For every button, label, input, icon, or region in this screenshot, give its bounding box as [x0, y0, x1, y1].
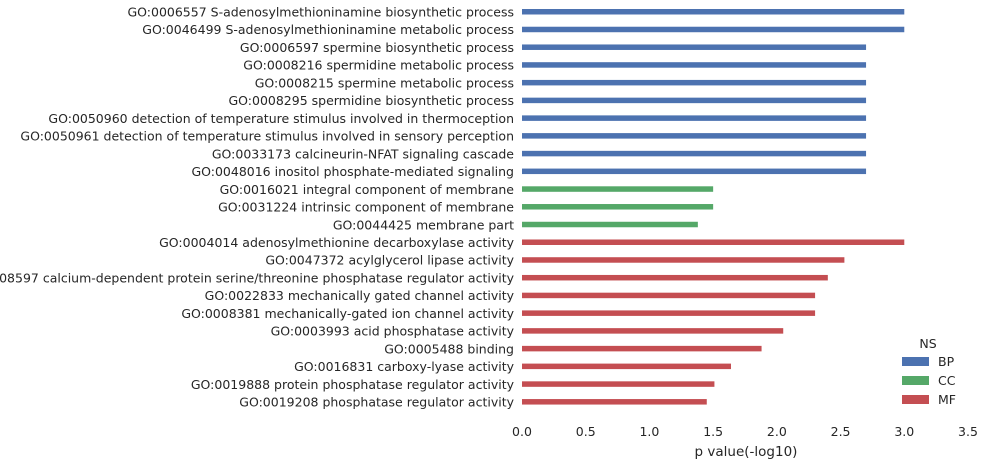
category-label: GO:0008215 spermine metabolic process — [255, 75, 514, 90]
bar-mf — [522, 345, 762, 352]
bar-cc — [522, 186, 714, 192]
legend-label-bp: BP — [938, 354, 955, 369]
x-tick-label: 2.5 — [831, 424, 851, 439]
category-labels: GO:0006557 S-adenosylmethioninamine bios… — [0, 5, 515, 410]
x-tick-label: 2.0 — [767, 424, 787, 439]
category-label: GO:0031224 intrinsic component of membra… — [218, 200, 514, 215]
bar-mf — [522, 239, 905, 245]
x-axis-title: p value(-log10) — [695, 444, 798, 460]
legend-label-mf: MF — [938, 392, 956, 407]
x-tick-label: 3.5 — [958, 424, 978, 439]
x-tick-label: 0.5 — [576, 424, 596, 439]
legend-title: NS — [919, 336, 936, 351]
x-tick-label: 1.0 — [639, 424, 659, 439]
x-tick-label: 1.5 — [703, 424, 723, 439]
legend: NS BP CC MF — [902, 336, 956, 407]
category-label: GO:0044425 membrane part — [333, 217, 514, 232]
bar-bp — [522, 26, 905, 33]
category-label: GO:0050961 detection of temperature stim… — [20, 129, 514, 144]
bar-bp — [522, 79, 867, 86]
legend-label-cc: CC — [938, 373, 956, 388]
category-label: GO:0046499 S-adenosylmethioninamine meta… — [142, 22, 514, 37]
x-tick-label: 3.0 — [894, 424, 914, 439]
bars-layer — [522, 9, 905, 405]
bar-bp — [522, 44, 867, 50]
category-label: GO:0006597 spermine biosynthetic process — [240, 40, 514, 55]
bar-bp — [522, 97, 867, 104]
category-label: GO:0050960 detection of temperature stim… — [48, 111, 514, 126]
category-label: GO:0008216 spermidine metabolic process — [243, 58, 514, 73]
legend-swatch-bp — [902, 357, 929, 366]
legend-items: BP CC MF — [902, 354, 956, 407]
category-label: GO:0019888 protein phosphatase regulator… — [191, 377, 515, 392]
legend-swatch-mf — [902, 395, 929, 404]
bar-bp — [522, 62, 867, 68]
bar-mf — [522, 363, 731, 370]
bar-mf — [522, 399, 707, 405]
category-label: GO:0016021 integral component of membran… — [220, 182, 515, 197]
bar-mf — [522, 310, 816, 316]
bar-bp — [522, 115, 867, 121]
category-label: GO:0016831 carboxy-lyase activity — [294, 359, 515, 374]
category-label: GO:0008295 spermidine biosynthetic proce… — [228, 93, 514, 108]
category-label: GO:0008381 mechanically-gated ion channe… — [181, 306, 514, 321]
bar-mf — [522, 381, 715, 387]
category-label: GO:0004014 adenosylmethionine decarboxyl… — [159, 235, 514, 250]
category-label: GO:0048016 inositol phosphate-mediated s… — [191, 164, 514, 179]
category-label: GO:0006557 S-adenosylmethioninamine bios… — [127, 5, 514, 20]
bar-bp — [522, 9, 905, 15]
bar-cc — [522, 221, 698, 228]
bar-mf — [522, 257, 845, 263]
category-label: GO:0005488 binding — [384, 341, 514, 356]
category-label: GO:0047372 acylglycerol lipase activity — [265, 253, 514, 268]
bar-bp — [522, 168, 867, 175]
category-label: GO:0019208 phosphatase regulator activit… — [239, 395, 514, 410]
category-label: GO:0022833 mechanically gated channel ac… — [205, 288, 515, 303]
x-axis-ticks: 0.0 0.5 1.0 1.5 2.0 2.5 3.0 3.5 — [512, 424, 978, 439]
category-label: GO:0008597 calcium-dependent protein ser… — [0, 270, 515, 285]
bar-mf — [522, 274, 828, 281]
bar-bp — [522, 150, 867, 157]
bar-mf — [522, 292, 816, 299]
x-tick-label: 0.0 — [512, 424, 532, 439]
bar-mf — [522, 328, 784, 334]
legend-swatch-cc — [902, 376, 929, 385]
category-label: GO:0033173 calcineurin-NFAT signaling ca… — [212, 146, 514, 161]
bar-cc — [522, 204, 714, 210]
category-label: GO:0003993 acid phosphatase activity — [271, 324, 515, 339]
bar-bp — [522, 133, 867, 139]
